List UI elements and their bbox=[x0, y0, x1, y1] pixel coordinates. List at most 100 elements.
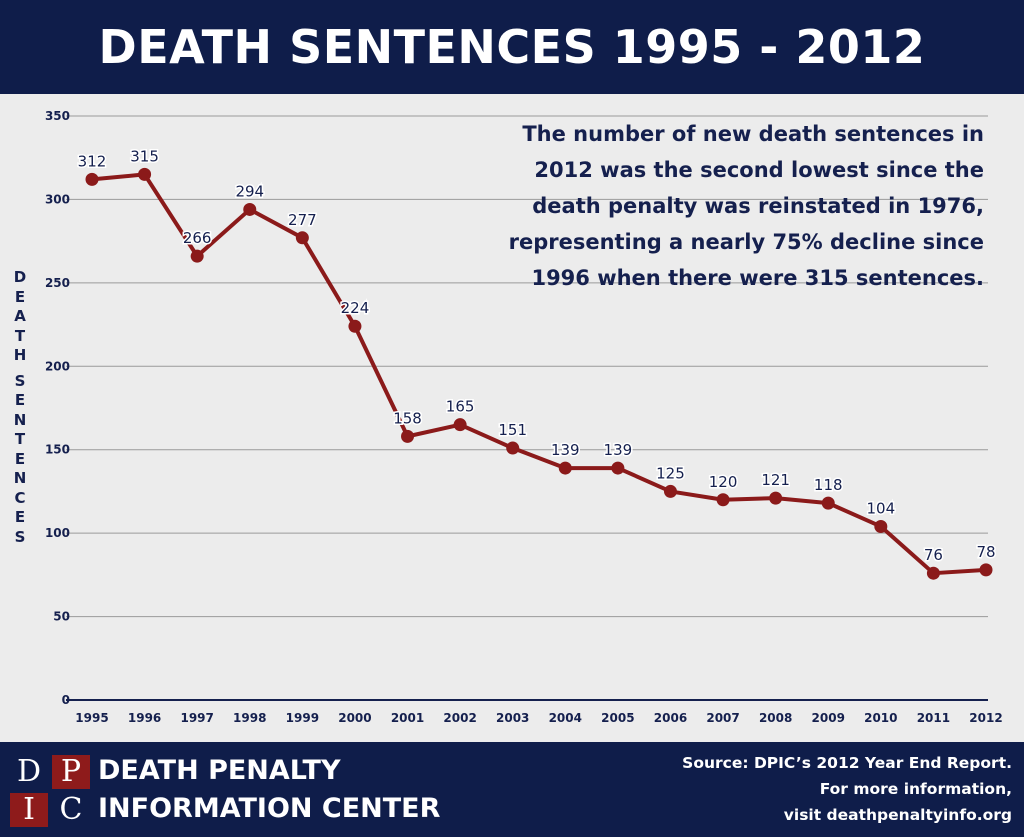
annotation-line: 1996 when there were 315 sentences. bbox=[531, 266, 984, 290]
y-axis-label-letter: T bbox=[14, 430, 26, 448]
logo-letter: P bbox=[52, 755, 90, 789]
data-point bbox=[85, 172, 99, 186]
data-label: 121 bbox=[761, 471, 790, 489]
y-axis-label-letter: N bbox=[13, 469, 27, 487]
annotation-line: representing a nearly 75% decline since bbox=[508, 230, 984, 254]
logo-letter: I bbox=[10, 793, 48, 827]
series-line-group bbox=[91, 172, 987, 576]
data-point bbox=[769, 491, 783, 505]
x-tick-label: 2009 bbox=[812, 711, 845, 725]
data-label: 165 bbox=[446, 398, 475, 416]
y-tick-label: 100 bbox=[45, 526, 70, 540]
data-point bbox=[821, 496, 835, 510]
data-label: 120 bbox=[709, 473, 738, 491]
x-tick-label: 2010 bbox=[864, 711, 897, 725]
y-axis-label-letter: E bbox=[14, 287, 26, 306]
annotation-line: The number of new death sentences in bbox=[522, 122, 984, 146]
data-label: 118 bbox=[814, 476, 843, 494]
x-tick-label: 1995 bbox=[75, 711, 108, 725]
data-label: 125 bbox=[656, 464, 685, 482]
x-tick-label: 2004 bbox=[549, 711, 582, 725]
data-point bbox=[611, 461, 625, 475]
y-tick-label: 150 bbox=[45, 443, 70, 457]
x-tick-label: 1997 bbox=[180, 711, 213, 725]
organization-name-line1: DEATH PENALTY bbox=[98, 755, 341, 786]
y-axis-label-letter: S bbox=[14, 527, 26, 546]
data-point bbox=[716, 493, 730, 507]
chart-title: DEATH SENTENCES 1995 - 2012 bbox=[98, 20, 926, 74]
x-tick-label: 1996 bbox=[128, 711, 161, 725]
data-label: 139 bbox=[604, 441, 633, 459]
y-axis-label-letter: D bbox=[13, 268, 27, 286]
data-point bbox=[295, 231, 309, 245]
x-tick-label: 2011 bbox=[917, 711, 950, 725]
data-label: 151 bbox=[498, 421, 527, 439]
x-tick-label: 2007 bbox=[706, 711, 739, 725]
data-point bbox=[558, 461, 572, 475]
dpic-logo: D P I C bbox=[10, 755, 90, 827]
data-point bbox=[401, 429, 415, 443]
annotation-line: 2012 was the second lowest since the bbox=[534, 158, 984, 182]
data-label: 78 bbox=[976, 543, 995, 561]
y-tick-label: 350 bbox=[45, 109, 70, 123]
y-axis-label-letter: A bbox=[14, 307, 26, 325]
data-label: 294 bbox=[235, 182, 264, 200]
organization-name-line2: INFORMATION CENTER bbox=[98, 793, 441, 824]
x-tick-label: 2012 bbox=[969, 711, 1002, 725]
chart-area: 0 50 100 150 200 250 300 350 1995 1996 1997 1998 19… bbox=[0, 94, 1024, 742]
header-bar: DEATH SENTENCES 1995 - 2012 bbox=[0, 0, 1024, 94]
logo-letter: C bbox=[59, 792, 83, 827]
data-label: 76 bbox=[924, 546, 943, 564]
x-tick-label: 1999 bbox=[286, 711, 319, 725]
x-tick-label: 2002 bbox=[443, 711, 476, 725]
data-label: 158 bbox=[393, 409, 422, 427]
data-labels: 312 315 266 294 277 224 158 165 151 139 139 125 120 1… bbox=[76, 146, 997, 566]
y-axis-label-letter: S bbox=[14, 371, 26, 390]
grid-lines bbox=[66, 115, 988, 618]
footer-bar: D P I C DEATH PENALTY INFORMATION CENTER… bbox=[0, 742, 1024, 837]
data-label: 277 bbox=[288, 211, 317, 229]
y-axis-label-letter: E bbox=[14, 449, 26, 468]
data-point bbox=[979, 563, 993, 577]
y-axis-label-letter: T bbox=[14, 326, 26, 345]
data-point bbox=[138, 167, 152, 181]
y-tick-label: 50 bbox=[53, 610, 70, 624]
data-point bbox=[926, 566, 940, 580]
data-point bbox=[348, 319, 362, 333]
data-points bbox=[85, 167, 993, 580]
data-point bbox=[453, 418, 467, 432]
y-axis-label-letter: N bbox=[13, 410, 27, 429]
data-point bbox=[243, 202, 257, 216]
y-tick-label: 0 bbox=[62, 693, 70, 707]
more-info-line: For more information, bbox=[819, 780, 1012, 798]
y-axis-label-letter: E bbox=[14, 508, 26, 526]
x-tick-label: 1998 bbox=[233, 711, 266, 725]
x-tick-label: 2006 bbox=[654, 711, 687, 725]
website-link[interactable]: visit deathpenaltyinfo.org bbox=[783, 806, 1012, 824]
data-point bbox=[663, 484, 677, 498]
data-point bbox=[190, 249, 204, 263]
data-point bbox=[874, 519, 888, 533]
source-line: Source: DPIC’s 2012 Year End Report. bbox=[682, 754, 1012, 772]
y-tick-labels: 0 50 100 150 200 250 300 350 bbox=[45, 109, 70, 707]
data-label: 224 bbox=[341, 299, 370, 317]
x-tick-labels: 1995 1996 1997 1998 1999 2000 2001 2002 2003 2004… bbox=[75, 711, 1002, 725]
y-tick-label: 250 bbox=[45, 276, 70, 290]
logo-letter: D bbox=[16, 754, 42, 789]
data-label: 139 bbox=[551, 441, 580, 459]
data-point bbox=[506, 441, 520, 455]
data-label: 266 bbox=[183, 229, 212, 247]
x-tick-label: 2005 bbox=[601, 711, 634, 725]
y-axis-label-letter: E bbox=[14, 391, 26, 409]
x-tick-label: 2001 bbox=[391, 711, 424, 725]
x-tick-label: 2008 bbox=[759, 711, 792, 725]
series-line bbox=[91, 172, 987, 576]
source-note: Source: DPIC’s 2012 Year End Report. For… bbox=[682, 750, 1012, 828]
x-tick-label: 2000 bbox=[338, 711, 371, 725]
data-label: 312 bbox=[78, 152, 107, 170]
data-label: 315 bbox=[130, 147, 159, 165]
y-axis-label-letter: C bbox=[14, 488, 26, 507]
y-tick-label: 300 bbox=[45, 192, 70, 206]
